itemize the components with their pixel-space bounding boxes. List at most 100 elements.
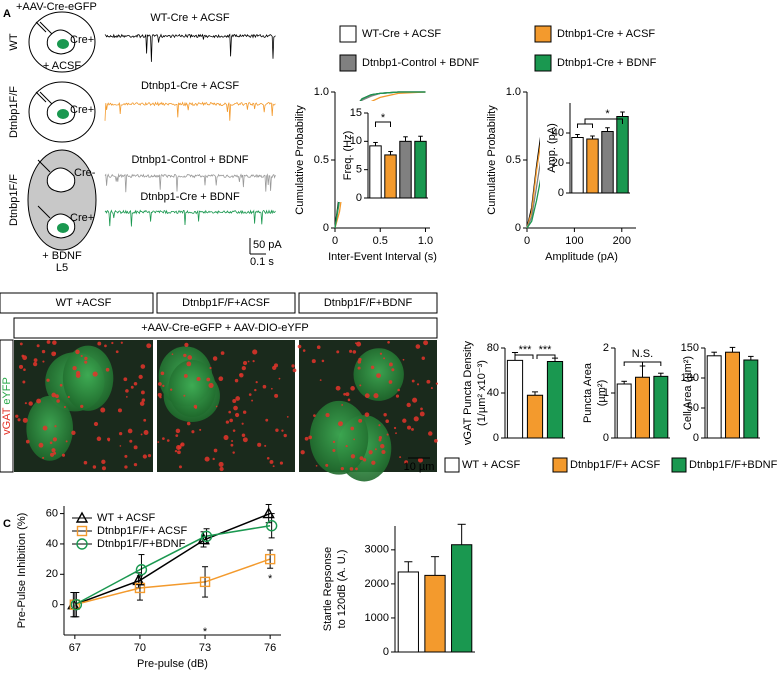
- puncta: [129, 439, 133, 443]
- puncta: [376, 373, 381, 378]
- puncta: [252, 360, 255, 363]
- puncta: [300, 450, 305, 455]
- y-tick-label: 0: [52, 599, 58, 611]
- bar: [653, 375, 669, 439]
- slice-outline: [27, 149, 97, 251]
- pipette: [35, 21, 47, 33]
- puncta: [364, 412, 370, 417]
- puncta: [391, 368, 395, 372]
- y-tick-label: 0.5: [314, 154, 329, 166]
- puncta: [393, 426, 397, 430]
- trace-label: WT-Cre + ACSF: [150, 12, 229, 24]
- puncta: [219, 466, 224, 472]
- cell-label: Cre+: [70, 104, 94, 116]
- puncta: [225, 420, 230, 424]
- puncta: [96, 436, 102, 442]
- puncta: [291, 364, 295, 368]
- puncta: [251, 399, 254, 402]
- scale-label: 0.1 s: [250, 256, 274, 268]
- layer-label: L5: [56, 262, 68, 274]
- bar: [506, 359, 524, 439]
- annotation: *: [605, 108, 610, 120]
- x-tick-label: 100: [565, 235, 583, 247]
- puncta: [67, 395, 70, 399]
- puncta: [84, 356, 88, 361]
- virus-label: +AAV-Cre-eGFP: [16, 1, 97, 13]
- y-axis-label: Cumulative Probability: [486, 105, 498, 215]
- puncta: [75, 349, 80, 355]
- puncta: [107, 439, 110, 442]
- pipette: [39, 21, 53, 35]
- puncta: [157, 441, 160, 444]
- bar: [725, 351, 740, 439]
- puncta: [133, 381, 138, 386]
- genotype-label: WT: [8, 33, 20, 50]
- puncta: [411, 427, 414, 431]
- puncta: [232, 451, 235, 454]
- puncta: [264, 444, 267, 447]
- puncta: [355, 467, 358, 471]
- series-line: [74, 512, 271, 606]
- bar: [546, 361, 564, 439]
- puncta: [281, 429, 284, 432]
- puncta: [180, 443, 183, 446]
- marker: [134, 582, 146, 594]
- puncta: [359, 456, 364, 461]
- y-tick-label: 1: [603, 387, 609, 399]
- puncta: [52, 340, 57, 345]
- legend-label: WT-Cre + ACSF: [362, 28, 441, 40]
- puncta: [241, 422, 244, 425]
- marker: [265, 520, 278, 532]
- legend-swatch: [534, 25, 552, 43]
- puncta: [247, 360, 250, 363]
- puncta: [36, 344, 40, 348]
- puncta: [159, 395, 162, 399]
- puncta: [54, 352, 56, 355]
- puncta: [380, 444, 385, 449]
- puncta: [407, 425, 412, 430]
- puncta: [316, 345, 321, 350]
- marker: [262, 507, 275, 519]
- y-axis-label: (1/µm² x10⁻³): [476, 360, 488, 426]
- bar: [384, 154, 397, 199]
- nucleus: [57, 109, 69, 119]
- puncta: [383, 413, 387, 417]
- puncta: [175, 434, 179, 437]
- bar: [743, 359, 759, 439]
- legend-label: Dtnbp1F/F+BDNF: [689, 459, 778, 471]
- trace: [104, 33, 276, 62]
- bar: [399, 140, 412, 199]
- puncta: [36, 398, 42, 404]
- puncta: [270, 387, 273, 390]
- puncta: [428, 431, 433, 436]
- puncta: [125, 396, 128, 398]
- puncta: [223, 435, 229, 441]
- puncta: [97, 341, 102, 346]
- y-tick-label: 80: [487, 342, 499, 354]
- y-tick-label: 20: [46, 568, 58, 580]
- puncta: [209, 366, 212, 370]
- y-tick-label: 0: [493, 432, 499, 444]
- puncta: [335, 385, 341, 391]
- y-tick-label: 40: [46, 538, 58, 550]
- y-tick-label: 1.0: [506, 86, 521, 98]
- puncta: [302, 349, 306, 352]
- puncta: [147, 454, 152, 458]
- puncta: [388, 362, 393, 367]
- puncta: [75, 373, 81, 378]
- puncta: [358, 418, 363, 423]
- puncta: [125, 389, 129, 393]
- x-tick-label: 0: [524, 235, 530, 247]
- virus-label: +AAV-Cre-eGFP + AAV-DIO-eYFP: [141, 322, 309, 334]
- puncta: [162, 437, 165, 440]
- y-tick-label: 150: [681, 342, 699, 354]
- y-tick-label: 2: [603, 342, 609, 354]
- cell-label: Cre-: [74, 167, 96, 179]
- bracket: [514, 354, 534, 359]
- puncta: [92, 465, 97, 469]
- scale-label: 10 µm: [404, 461, 435, 473]
- puncta: [177, 450, 181, 455]
- puncta: [241, 365, 246, 371]
- stain-box: [0, 339, 14, 473]
- puncta: [411, 379, 415, 383]
